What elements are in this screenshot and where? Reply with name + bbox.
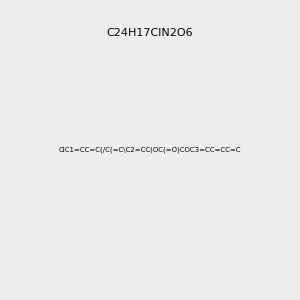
Text: ClC1=CC=C(/C(=C\C2=CC(OC(=O)COC3=CC=CC=C: ClC1=CC=C(/C(=C\C2=CC(OC(=O)COC3=CC=CC=C: [59, 147, 241, 153]
Text: C24H17ClN2O6: C24H17ClN2O6: [107, 28, 193, 38]
